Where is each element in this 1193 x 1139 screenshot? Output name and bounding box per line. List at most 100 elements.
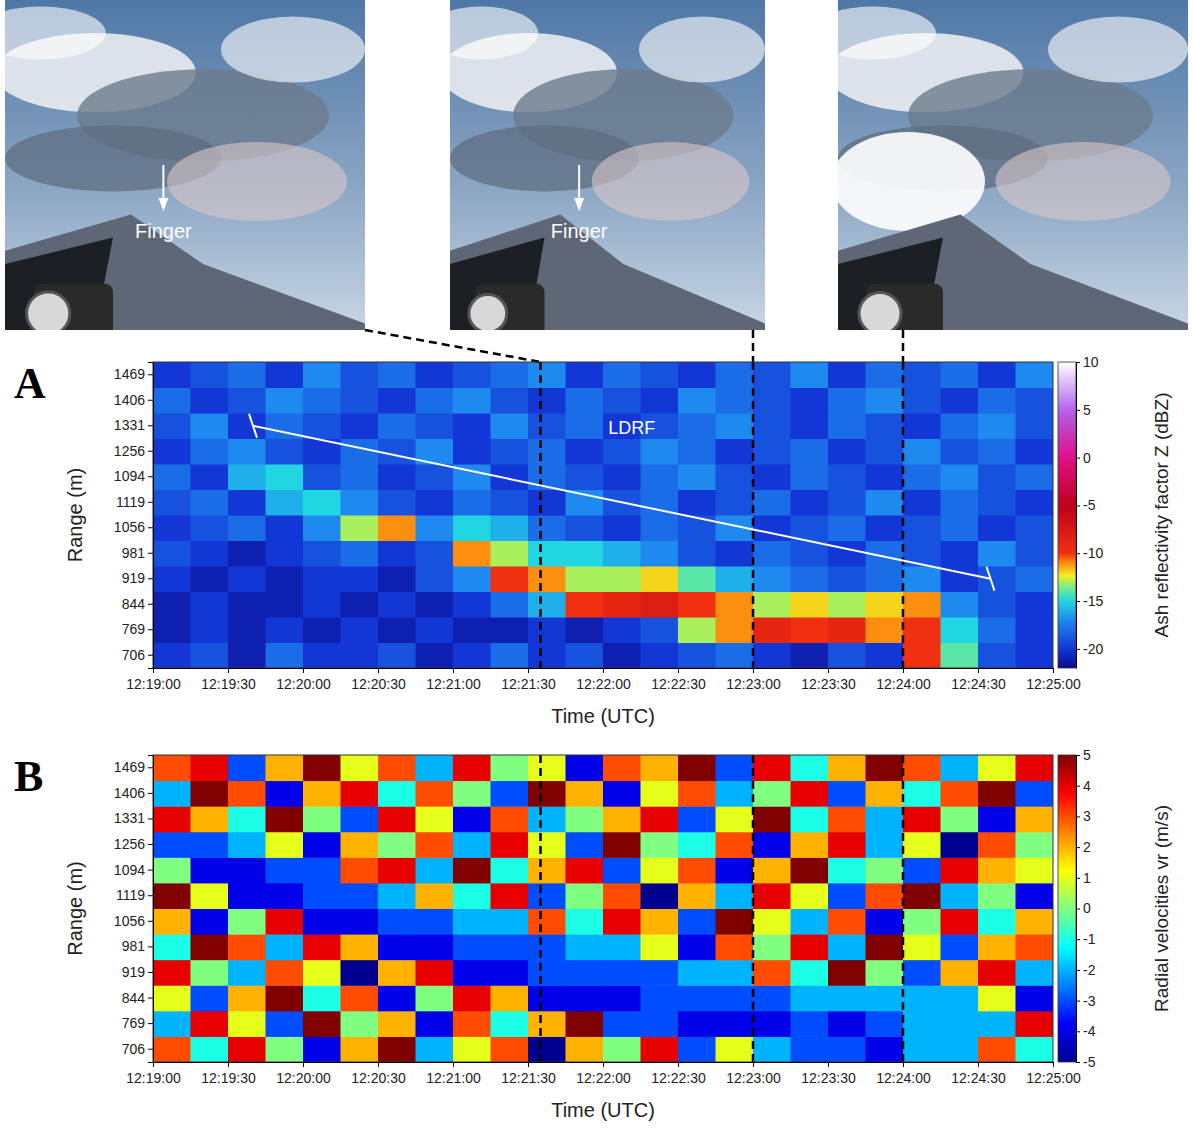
cell: [941, 832, 979, 858]
photo-cloud: [450, 7, 538, 60]
cell: [641, 464, 679, 490]
colorbar-tick-label: -4: [1083, 1023, 1096, 1039]
cell: [191, 592, 229, 618]
cell: [266, 832, 304, 858]
y-tick-label: 769: [122, 1015, 146, 1031]
cell: [1016, 832, 1054, 858]
cell: [416, 515, 454, 541]
x-tick-label: 12:22:00: [576, 1070, 631, 1086]
cell: [641, 362, 679, 388]
colorbar-tick-label: 10: [1083, 354, 1099, 370]
cell: [791, 362, 829, 388]
cell: [828, 985, 866, 1011]
cell: [866, 781, 904, 807]
cell: [791, 960, 829, 986]
cell: [603, 1036, 641, 1062]
x-tick: 12:21:30: [501, 668, 556, 692]
cell: [153, 883, 191, 909]
cell: [1016, 464, 1054, 490]
colorbar-tick-label: -10: [1083, 545, 1103, 561]
cell: [566, 883, 604, 909]
y-tick-label: 1119: [116, 887, 145, 903]
cell: [303, 1036, 341, 1062]
y-tick-mark: [148, 946, 153, 947]
cell: [641, 832, 679, 858]
x-tick-mark: [978, 1062, 979, 1067]
cell: [978, 934, 1016, 960]
y-tick-mark: [148, 998, 153, 999]
colorbar: [1058, 362, 1076, 668]
y-tick: 1406: [114, 392, 153, 408]
cell: [416, 541, 454, 567]
cell: [753, 781, 791, 807]
cell: [266, 934, 304, 960]
cell: [228, 592, 266, 618]
cell: [341, 362, 379, 388]
cell: [341, 909, 379, 935]
cell: [1016, 439, 1054, 465]
cell: [941, 1011, 979, 1037]
cell: [716, 413, 754, 439]
x-tick-label: 12:19:00: [126, 676, 181, 692]
cell: [378, 464, 416, 490]
cell: [453, 413, 491, 439]
cell: [753, 566, 791, 592]
cell: [603, 960, 641, 986]
x-tick: 12:21:00: [426, 1062, 481, 1086]
cell: [1016, 1036, 1054, 1062]
y-tick-label: 1331: [114, 810, 145, 826]
cell: [753, 413, 791, 439]
cell: [866, 413, 904, 439]
y-tick-label: 1406: [114, 392, 145, 408]
cell: [228, 388, 266, 414]
cell: [491, 362, 529, 388]
cell: [303, 934, 341, 960]
cell: [416, 832, 454, 858]
x-tick: 12:20:00: [276, 668, 331, 692]
x-tick-label: 12:20:00: [276, 676, 331, 692]
cell: [678, 362, 716, 388]
cell: [978, 413, 1016, 439]
cell: [603, 515, 641, 541]
cell: [753, 617, 791, 643]
cell: [378, 388, 416, 414]
cell: [603, 617, 641, 643]
cell: [528, 643, 566, 669]
cell: [528, 617, 566, 643]
cell: [566, 1011, 604, 1037]
cell: [341, 643, 379, 669]
x-tick: 12:22:00: [576, 668, 631, 692]
cell: [153, 643, 191, 669]
plot-frame: [153, 362, 1053, 668]
cell: [791, 464, 829, 490]
cell: [941, 960, 979, 986]
cell: [641, 566, 679, 592]
colorbar-tick-label: -5: [1083, 1054, 1096, 1070]
cell: [341, 541, 379, 567]
cell: [978, 362, 1016, 388]
cell: [453, 909, 491, 935]
cell: [716, 490, 754, 516]
cell: [341, 464, 379, 490]
cell: [716, 934, 754, 960]
cell: [341, 960, 379, 986]
cell: [378, 643, 416, 669]
cell: [303, 806, 341, 832]
cell: [228, 464, 266, 490]
x-tick: 12:23:30: [801, 668, 856, 692]
cell: [603, 592, 641, 618]
cell: [266, 464, 304, 490]
cell: [303, 960, 341, 986]
y-tick: 1256: [114, 443, 153, 459]
cell: [453, 883, 491, 909]
cell: [1016, 934, 1054, 960]
cell: [941, 857, 979, 883]
annotation-cap: [249, 414, 257, 438]
cell: [153, 464, 191, 490]
cell: [603, 362, 641, 388]
cell: [416, 985, 454, 1011]
cell: [753, 362, 791, 388]
cell: [828, 755, 866, 781]
colorbar-tick-mark: [1076, 755, 1080, 756]
y-tick-label: 844: [122, 596, 146, 612]
